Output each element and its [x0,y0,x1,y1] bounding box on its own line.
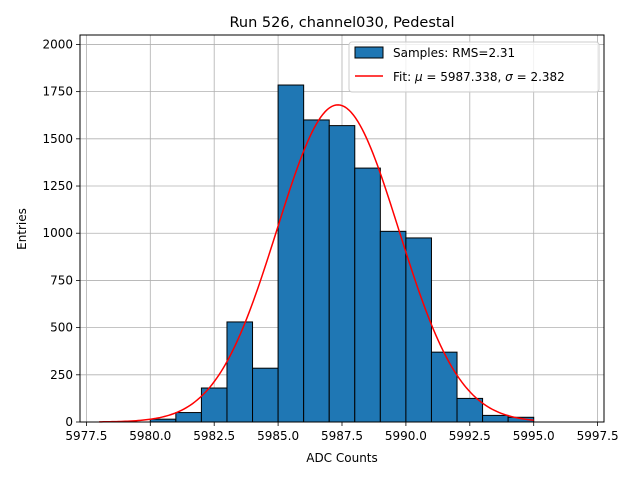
x-tick-label: 5995.0 [513,429,555,443]
histogram-bars [149,84,535,423]
x-tick-label: 5980.0 [129,429,171,443]
legend: Samples: RMS=2.31 Fit: μ = 5987.338, σ =… [348,41,600,93]
y-tick-label: 750 [50,273,73,287]
histogram-bar [430,351,458,423]
y-tick-label: 1750 [42,85,73,99]
x-tick-label: 5990.0 [385,429,427,443]
histogram-bar [303,119,330,423]
x-tick-label: 5982.5 [193,429,235,443]
legend-frame [348,41,600,93]
chart-title: Run 526, channel030, Pedestal [229,15,454,31]
y-tick-label: 1000 [42,226,73,240]
fit-curve [99,104,534,423]
y-tick-label: 250 [50,368,73,382]
y-axis-ticks: 0 250 500 750 1000 1250 1500 1750 2000 [42,37,80,429]
legend-histogram-swatch [354,46,384,59]
legend-fit-label: Fit: μ = 5987.338, σ = 2.382 [393,70,565,84]
legend-fit-label-suffix: = 2.382 [513,70,565,84]
histogram-bar [277,84,305,423]
legend-fit-label-sigma: σ [505,70,513,84]
histogram-bar [354,167,381,423]
histogram-bar [482,414,509,423]
legend-fit-label-mid: = 5987.338, [423,70,506,84]
y-axis-label: Entries [15,208,29,250]
x-axis-ticks: 5977.5 5980.0 5982.5 5985.0 5987.5 5990.0 5992… [65,422,619,443]
histogram-bar [456,397,484,423]
histogram-bar [379,230,407,423]
histogram-bar [328,125,356,423]
legend-fit-label-prefix: Fit: [393,70,415,84]
x-tick-label: 5977.5 [65,429,107,443]
y-tick-label: 0 [65,415,73,429]
histogram-bar [405,237,432,423]
histogram-bar [175,412,202,423]
histogram-bar [226,321,254,423]
y-tick-label: 1500 [42,132,73,146]
x-tick-label: 5992.5 [449,429,491,443]
y-tick-label: 2000 [42,37,73,51]
legend-histogram-label: Samples: RMS=2.31 [393,46,515,60]
legend-fit-label-mu: μ [414,70,423,84]
y-tick-label: 1250 [42,179,73,193]
x-axis-label: ADC Counts [306,451,378,465]
x-tick-label: 5997.5 [577,429,619,443]
fit-curve-group [99,104,534,423]
x-tick-label: 5987.5 [321,429,363,443]
x-tick-label: 5985.0 [257,429,299,443]
histogram-bar [252,367,279,423]
y-tick-label: 500 [50,321,73,335]
